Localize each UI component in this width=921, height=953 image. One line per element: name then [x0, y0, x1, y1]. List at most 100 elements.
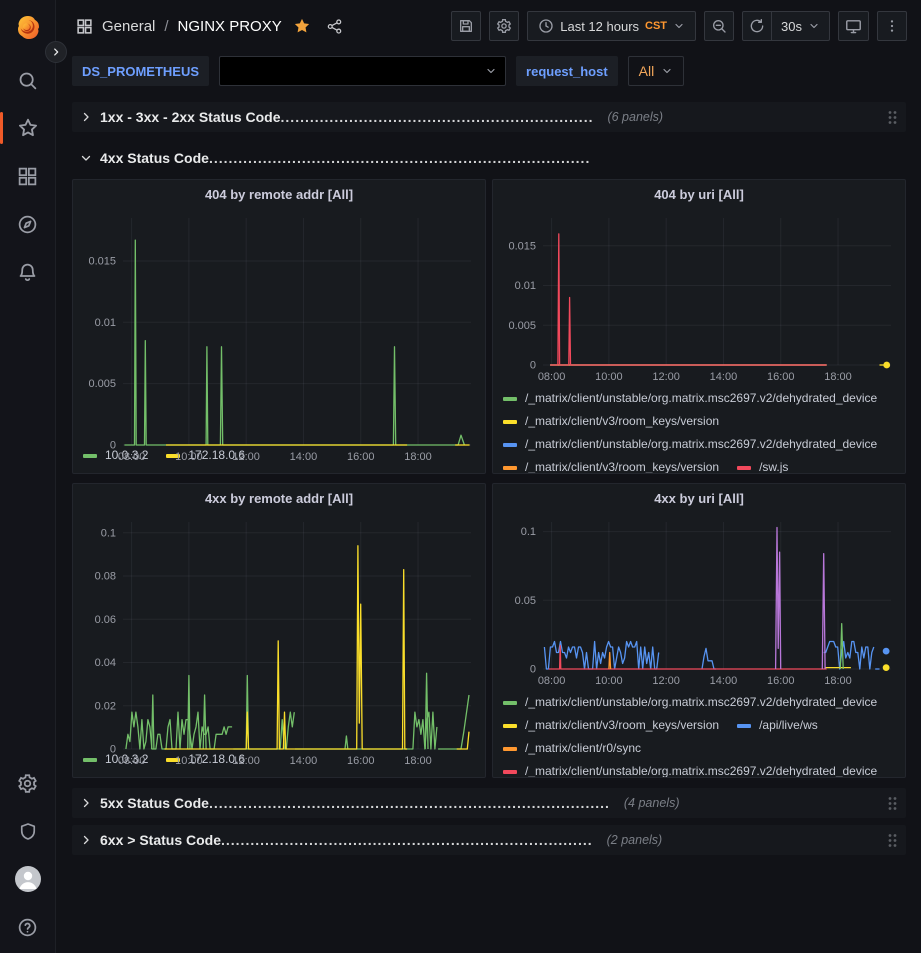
- favorite-star-icon[interactable]: [293, 17, 311, 35]
- svg-text:0.04: 0.04: [95, 657, 116, 669]
- legend-item[interactable]: /_matrix/client/unstable/org.matrix.msc2…: [503, 433, 877, 456]
- sidebar-item-server-admin[interactable]: [4, 809, 52, 853]
- row-drag-handle[interactable]: [887, 110, 898, 125]
- sidebar-item-starred[interactable]: [0, 106, 52, 150]
- legend-series-dash: [503, 746, 517, 751]
- sidebar-item-configuration[interactable]: [4, 761, 52, 805]
- svg-text:0.1: 0.1: [521, 526, 536, 538]
- legend-item[interactable]: /_matrix/client/unstable/org.matrix.msc2…: [503, 691, 877, 714]
- legend-item[interactable]: /_matrix/client/r0/sync: [503, 737, 641, 760]
- zoom-out-time-button[interactable]: [704, 11, 735, 41]
- dashboard-settings-button[interactable]: [489, 11, 520, 41]
- legend-item[interactable]: /api/live/ws: [737, 714, 818, 737]
- chart-canvas[interactable]: 0 0.005 0.01 0.015 08:00 10:00 12:00 14:00 16:00…: [73, 210, 485, 465]
- panel-title[interactable]: 404 by uri [All]: [654, 187, 744, 202]
- svg-text:18:00: 18:00: [824, 675, 852, 687]
- svg-text:14:00: 14:00: [290, 451, 318, 463]
- chart-canvas[interactable]: 0 0.02 0.04 0.06 0.08 0.1 08:00 10:00 12:00 14:00…: [73, 514, 485, 769]
- sidebar-item-profile[interactable]: [4, 857, 52, 901]
- chart-4xx-by-remote-addr[interactable]: 0 0.02 0.04 0.06 0.08 0.1 08:00 10:00 12:00 14:00…: [73, 514, 485, 767]
- svg-text:12:00: 12:00: [232, 755, 260, 767]
- legend-series-dash: [503, 396, 517, 401]
- refresh-interval-picker[interactable]: 30s: [771, 11, 830, 41]
- sidebar-item-explore[interactable]: [4, 202, 52, 246]
- chart-legend: /_matrix/client/unstable/org.matrix.msc2…: [493, 689, 905, 777]
- chevron-down-icon: [808, 20, 820, 32]
- kebab-menu-button[interactable]: [877, 11, 907, 41]
- legend-item[interactable]: 10.0.3.2: [83, 444, 148, 467]
- legend-series-name: /sw.js: [759, 460, 789, 473]
- breadcrumb-dashboard-title[interactable]: NGINX PROXY: [177, 17, 282, 35]
- chart-4xx-by-uri[interactable]: 0 0.05 0.1 08:00 10:00 12:00 14:00 16:00 18:00: [493, 514, 905, 689]
- legend-item[interactable]: /sw.js: [737, 456, 788, 473]
- cycle-view-mode-button[interactable]: [838, 11, 869, 41]
- legend-item[interactable]: 172.18.0.6: [166, 748, 245, 771]
- row-drag-handle[interactable]: [887, 833, 898, 848]
- row-title: 5xx Status Code: [100, 795, 209, 811]
- row-1xx-3xx-2xx[interactable]: 1xx - 3xx - 2xx Status Code ............…: [72, 102, 906, 132]
- save-dashboard-button[interactable]: [451, 11, 482, 41]
- compass-icon: [17, 214, 38, 235]
- panel-title[interactable]: 4xx by uri [All]: [654, 491, 744, 506]
- row-drag-handle[interactable]: [887, 796, 898, 811]
- monitor-icon: [845, 18, 862, 35]
- legend-item[interactable]: 10.0.3.2: [83, 748, 148, 771]
- variable-ds-prometheus-label[interactable]: DS_PROMETHEUS: [72, 56, 210, 86]
- svg-text:0.01: 0.01: [95, 317, 116, 329]
- row-4xx[interactable]: 4xx Status Code ........................…: [72, 145, 906, 171]
- svg-text:12:00: 12:00: [652, 675, 680, 687]
- panel-title[interactable]: 404 by remote addr [All]: [204, 187, 354, 202]
- row-6xx[interactable]: 6xx > Status Code ......................…: [72, 825, 906, 855]
- row-leader-dots: ........................................…: [208, 795, 610, 811]
- svg-text:10:00: 10:00: [595, 675, 623, 687]
- svg-text:0: 0: [530, 664, 536, 676]
- refresh-button[interactable]: [742, 11, 773, 41]
- legend-series-name: /_matrix/client/v3/room_keys/version: [525, 718, 720, 732]
- sidebar-item-help[interactable]: [4, 905, 52, 949]
- svg-text:16:00: 16:00: [767, 371, 795, 383]
- legend-series-dash: [503, 419, 517, 424]
- save-icon: [458, 18, 474, 34]
- share-icon[interactable]: [326, 18, 343, 35]
- svg-text:0.08: 0.08: [95, 571, 116, 583]
- chart-canvas[interactable]: 0 0.05 0.1 08:00 10:00 12:00 14:00 16:00 18:00: [493, 514, 905, 689]
- help-icon: [17, 917, 38, 938]
- legend-series-name: 10.0.3.2: [105, 448, 149, 462]
- variable-request-host-label[interactable]: request_host: [516, 56, 618, 86]
- sidebar-item-dashboards[interactable]: [4, 154, 52, 198]
- panel-title[interactable]: 4xx by remote addr [All]: [204, 491, 354, 506]
- svg-text:0.02: 0.02: [95, 700, 116, 712]
- sidebar-item-search[interactable]: [4, 58, 52, 102]
- row-5xx[interactable]: 5xx Status Code ........................…: [72, 788, 906, 818]
- legend-series-dash: [503, 723, 517, 728]
- legend-item[interactable]: /_matrix/client/v3/room_keys/version: [503, 456, 719, 473]
- legend-series-name: 10.0.3.2: [105, 752, 149, 766]
- panel-404-by-remote-addr: 404 by remote addr [All] 0 0.005 0.01 0.015…: [72, 179, 486, 474]
- panel-4xx-by-remote-addr: 4xx by remote addr [All] 0 0.02 0.04 0.06 0.…: [72, 483, 486, 778]
- legend-series-dash: [83, 757, 97, 762]
- variable-request-host-value[interactable]: All: [627, 56, 685, 86]
- time-range-picker[interactable]: Last 12 hours CST: [527, 11, 697, 41]
- legend-item[interactable]: /_matrix/client/v3/room_keys/version: [503, 410, 719, 433]
- time-range-label: Last 12 hours: [560, 18, 640, 34]
- legend-item[interactable]: /_matrix/client/unstable/org.matrix.msc2…: [503, 760, 877, 777]
- star-outline-icon: [17, 117, 39, 139]
- legend-item[interactable]: /_matrix/client/v3/room_keys/version: [503, 714, 719, 737]
- breadcrumb-section[interactable]: General: [102, 17, 156, 35]
- variable-ds-prometheus-value[interactable]: [219, 56, 507, 86]
- clock-icon: [538, 18, 554, 34]
- grafana-logo[interactable]: [4, 8, 52, 48]
- chart-legend: 10.0.3.2 172.18.0.6: [73, 746, 485, 777]
- chart-canvas[interactable]: 0 0.005 0.01 0.015 08:00 10:00 12:00 14:00 16:00…: [493, 210, 905, 385]
- svg-text:0.015: 0.015: [88, 255, 116, 267]
- svg-text:08:00: 08:00: [118, 451, 146, 463]
- legend-series-dash: [83, 453, 97, 458]
- legend-series-name: /_matrix/client/unstable/org.matrix.msc2…: [525, 437, 878, 451]
- legend-item[interactable]: 172.18.0.6: [166, 444, 245, 467]
- chart-404-by-remote-addr[interactable]: 0 0.005 0.01 0.015 08:00 10:00 12:00 14:00 16:00…: [73, 210, 485, 463]
- chart-404-by-uri[interactable]: 0 0.005 0.01 0.015 08:00 10:00 12:00 14:00 16:00…: [493, 210, 905, 385]
- sidebar-item-alerting[interactable]: [4, 250, 52, 294]
- sidebar-expand-button[interactable]: [45, 41, 67, 63]
- legend-item[interactable]: /_matrix/client/unstable/org.matrix.msc2…: [503, 387, 877, 410]
